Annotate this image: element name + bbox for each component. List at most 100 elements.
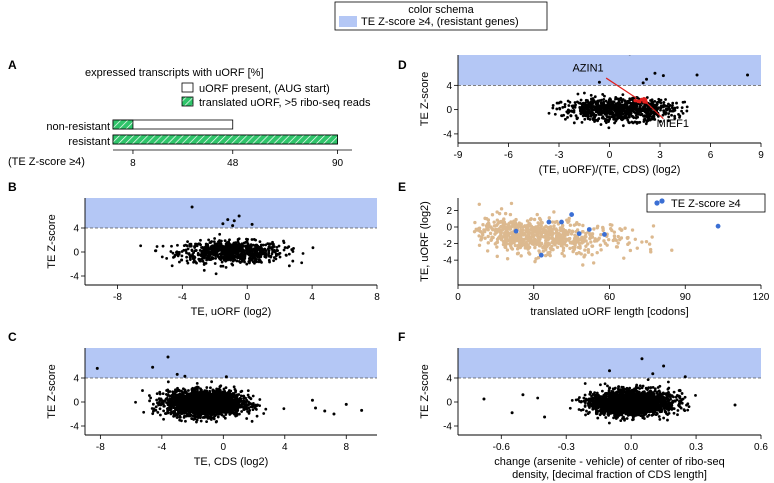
point [623,100,627,103]
point [291,259,295,263]
point [162,409,166,413]
point [565,243,569,248]
point [213,237,217,240]
point [612,113,615,116]
point [215,243,219,247]
point [631,115,635,119]
point [212,251,216,254]
point [586,250,591,254]
point [153,249,157,253]
point [284,253,288,257]
point [504,236,509,240]
point [527,221,531,225]
point [664,98,667,101]
point [580,102,583,106]
point [218,256,221,260]
point [626,99,630,103]
point [155,398,159,402]
point [197,412,201,415]
point [651,116,655,120]
point [267,252,271,256]
point [677,112,680,116]
point [483,236,487,240]
point [234,398,238,401]
point [495,245,499,249]
point [590,106,593,110]
point [196,399,200,403]
point [640,112,644,116]
point [491,228,495,232]
point [570,104,574,108]
point [614,238,618,242]
point [180,402,184,406]
point [214,272,218,276]
point [556,231,560,236]
point [211,388,215,392]
point [184,419,187,423]
point [275,245,279,249]
point [670,109,674,113]
point [571,249,575,254]
point [550,220,555,224]
point [675,106,679,109]
point [248,396,252,400]
point [196,414,200,418]
point [166,393,170,397]
point [216,399,220,403]
point [262,251,265,255]
point [271,245,275,248]
point [245,404,249,408]
point [508,227,513,231]
point [196,395,200,399]
point [185,251,188,255]
x-tick-label: 0 [607,150,613,161]
point [202,254,206,257]
point [592,100,596,103]
point [178,397,182,401]
y-tick-label: -4 [70,422,79,433]
resistant-band [85,348,377,378]
point [158,392,162,396]
point [224,413,228,416]
point [567,237,571,241]
point [203,389,207,393]
point [217,407,221,411]
panel-a: A expressed transcripts with uORF [%] uO… [8,58,371,169]
point [498,234,502,239]
point [192,251,196,255]
point [513,243,518,248]
arrow-mief1 [644,100,664,120]
point [644,239,649,244]
x-tick-label: -8 [96,442,105,453]
point [151,412,155,416]
point [566,111,570,115]
point [588,117,592,121]
point [535,212,539,217]
point [222,387,226,391]
outlier-point [695,73,699,77]
point [244,240,248,244]
point [561,105,565,109]
point [205,257,208,260]
point [268,242,272,246]
point [231,250,235,254]
point [254,258,258,261]
point [201,409,205,413]
point [595,105,598,109]
point [203,398,207,402]
point [579,98,583,102]
point [300,261,304,265]
point [162,417,165,421]
point [202,268,206,272]
point [224,254,228,258]
point [264,249,268,253]
point [200,246,203,250]
point [632,110,636,114]
point [605,118,609,122]
panel-a-tick: 48 [227,158,239,169]
point [670,113,673,117]
outlier-point [314,406,318,410]
point [272,256,276,259]
point [237,237,241,241]
point [239,394,243,398]
